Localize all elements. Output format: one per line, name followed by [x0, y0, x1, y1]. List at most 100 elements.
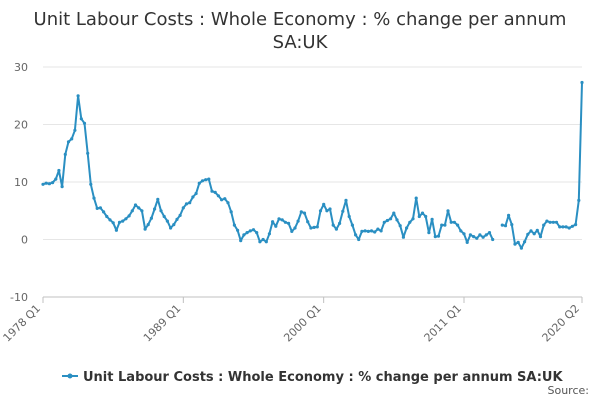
data-point[interactable] [350, 223, 354, 227]
data-point[interactable] [440, 223, 444, 227]
data-point[interactable] [57, 168, 61, 173]
data-point[interactable] [487, 231, 492, 235]
data-point[interactable] [430, 217, 434, 221]
data-point[interactable] [114, 228, 118, 232]
data-point[interactable] [153, 207, 157, 211]
data-point[interactable] [478, 233, 482, 237]
data-point[interactable] [124, 217, 128, 221]
data-point[interactable] [293, 226, 297, 230]
data-point[interactable] [519, 246, 524, 250]
data-point[interactable] [287, 221, 291, 225]
data-point[interactable] [86, 151, 90, 155]
data-point[interactable] [261, 237, 265, 242]
data-point[interactable] [111, 221, 115, 225]
data-point[interactable] [449, 220, 453, 224]
data-point[interactable] [146, 223, 150, 227]
data-point[interactable] [274, 224, 278, 228]
data-point[interactable] [296, 219, 300, 223]
data-point[interactable] [510, 223, 514, 227]
data-point[interactable] [315, 225, 319, 229]
data-point[interactable] [248, 229, 252, 233]
data-point[interactable] [433, 235, 437, 239]
data-point[interactable] [290, 229, 294, 233]
data-point[interactable] [82, 121, 87, 125]
data-point[interactable] [121, 219, 125, 223]
data-point[interactable] [529, 229, 533, 233]
data-point[interactable] [51, 181, 55, 185]
data-point[interactable] [223, 197, 227, 201]
data-point[interactable] [197, 181, 201, 185]
data-point[interactable] [574, 223, 578, 227]
data-point[interactable] [258, 240, 262, 244]
data-point[interactable] [401, 235, 405, 239]
data-point[interactable] [239, 239, 243, 243]
data-point[interactable] [255, 231, 259, 235]
data-point[interactable] [503, 224, 508, 228]
data-point[interactable] [216, 194, 220, 198]
data-point[interactable] [331, 223, 335, 227]
data-point[interactable] [181, 206, 185, 210]
data-point[interactable] [229, 210, 233, 214]
data-point[interactable] [264, 240, 268, 244]
data-point[interactable] [220, 198, 224, 202]
data-point[interactable] [328, 207, 332, 211]
data-point[interactable] [472, 235, 476, 239]
data-point[interactable] [130, 209, 134, 213]
data-point[interactable] [456, 223, 460, 227]
data-point[interactable] [427, 231, 431, 235]
data-point[interactable] [172, 223, 176, 227]
data-point[interactable] [462, 232, 466, 236]
data-point[interactable] [63, 152, 67, 156]
data-point[interactable] [465, 240, 469, 244]
legend[interactable]: Unit Labour Costs : Whole Economy : % ch… [62, 370, 563, 385]
data-point[interactable] [226, 201, 230, 205]
data-point[interactable] [567, 226, 571, 230]
data-point[interactable] [44, 181, 48, 185]
data-point[interactable] [117, 220, 122, 224]
data-point[interactable] [443, 223, 447, 227]
data-point[interactable] [551, 220, 555, 224]
data-point[interactable] [283, 220, 287, 224]
data-point[interactable] [92, 196, 96, 200]
data-point[interactable] [366, 229, 370, 233]
data-point[interactable] [66, 140, 71, 144]
data-point[interactable] [302, 211, 307, 215]
data-point[interactable] [79, 117, 83, 121]
data-point[interactable] [127, 214, 131, 218]
data-point[interactable] [306, 220, 310, 224]
data-point[interactable] [347, 214, 351, 219]
data-point[interactable] [389, 217, 393, 221]
data-point[interactable] [280, 218, 284, 222]
data-point[interactable] [398, 224, 402, 228]
data-point[interactable] [156, 197, 160, 201]
data-point[interactable] [545, 219, 549, 223]
data-point[interactable] [47, 182, 52, 186]
data-point[interactable] [271, 220, 275, 224]
data-point[interactable] [452, 220, 456, 224]
data-point[interactable] [538, 235, 543, 239]
data-point[interactable] [210, 189, 214, 193]
data-point[interactable] [277, 217, 281, 221]
data-point[interactable] [105, 214, 109, 219]
data-point[interactable] [102, 210, 106, 214]
data-point[interactable] [200, 179, 205, 183]
data-point[interactable] [299, 210, 303, 214]
data-point[interactable] [89, 182, 93, 186]
data-point[interactable] [392, 211, 396, 215]
data-point[interactable] [580, 80, 584, 85]
data-point[interactable] [108, 218, 112, 222]
data-point[interactable] [564, 225, 568, 229]
data-point[interactable] [325, 209, 329, 213]
data-point[interactable] [523, 240, 527, 244]
data-point[interactable] [405, 226, 409, 230]
data-point[interactable] [558, 225, 562, 229]
data-point[interactable] [236, 228, 240, 232]
data-point[interactable] [143, 227, 147, 231]
data-point[interactable] [369, 229, 374, 233]
data-point[interactable] [535, 228, 539, 232]
data-point[interactable] [411, 217, 415, 221]
data-point[interactable] [414, 196, 418, 200]
data-point[interactable] [513, 242, 517, 246]
data-point[interactable] [373, 230, 377, 234]
data-point[interactable] [354, 233, 358, 237]
